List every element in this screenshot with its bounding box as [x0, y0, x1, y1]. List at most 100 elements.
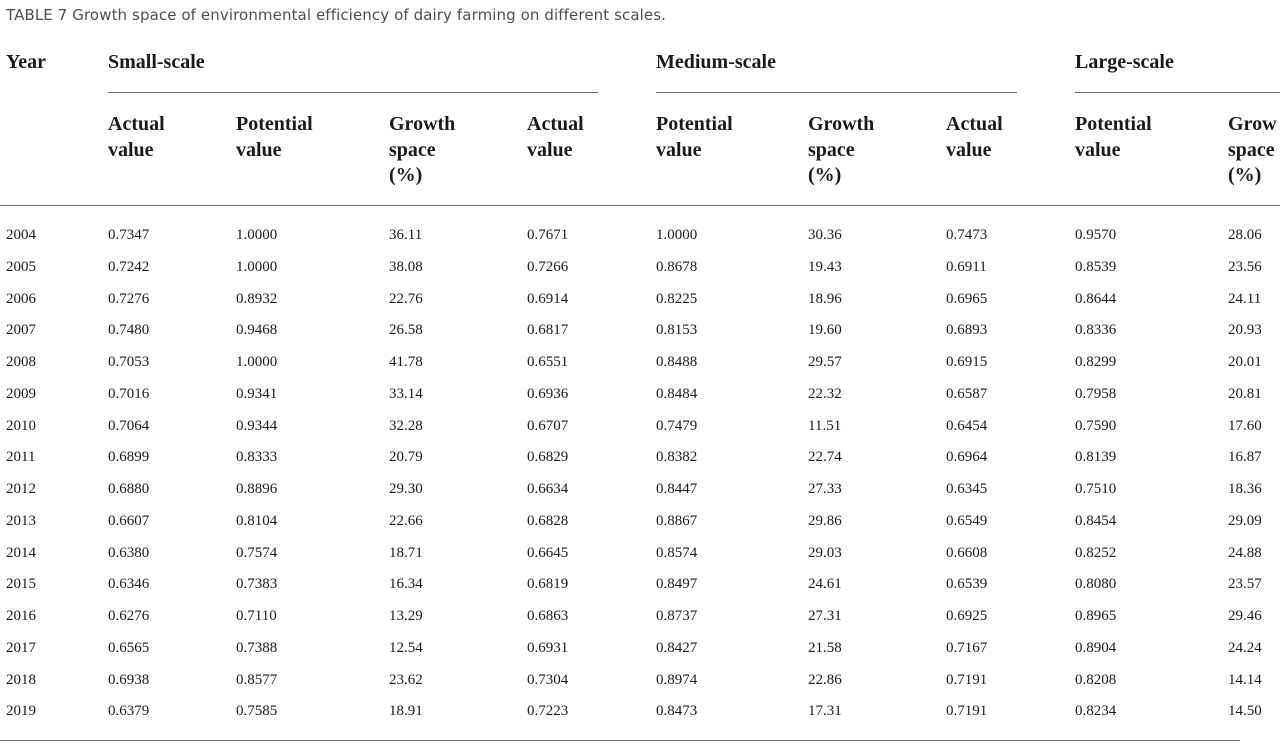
cell-actual-value: 0.6707	[527, 417, 569, 434]
cell-potential-value: 0.9344	[236, 417, 278, 434]
cell-potential-value: 0.8644	[1075, 290, 1117, 307]
table-row: 2009 0.7016 0.9341 33.14 0.6936 0.8484 22.32 0.…	[0, 386, 1280, 406]
cell-growth-space: 22.74	[808, 449, 842, 466]
cell-year: 2019	[6, 703, 36, 720]
cell-potential-value: 0.8299	[1075, 354, 1117, 370]
table-row: 2012 0.6880 0.8896 29.30 0.6634 0.8447 27.33 0.…	[0, 481, 1280, 501]
cell-potential-value: 0.8427	[656, 639, 698, 656]
cell-growth-space: 29.03	[808, 544, 842, 561]
cell-growth-space: 29.46	[1228, 608, 1262, 624]
cell-potential-value: 0.8488	[656, 354, 698, 370]
subheader-potential-value: Potential value	[1075, 113, 1152, 161]
group-rule-small-scale	[108, 92, 598, 93]
cell-potential-value: 0.9468	[236, 322, 278, 339]
cell-actual-value: 0.6829	[527, 449, 569, 466]
cell-potential-value: 0.8904	[1075, 639, 1117, 656]
cell-actual-value: 0.6936	[527, 385, 569, 402]
cell-growth-space: 18.96	[808, 290, 842, 307]
cell-actual-value: 0.6914	[527, 290, 569, 307]
cell-growth-space: 28.06	[1228, 227, 1262, 243]
cell-potential-value: 0.8208	[1075, 671, 1117, 688]
cell-potential-value: 0.7110	[236, 608, 277, 624]
cell-growth-space: 29.57	[808, 354, 842, 370]
cell-actual-value: 0.6380	[108, 544, 150, 561]
cell-potential-value: 0.8574	[656, 544, 698, 561]
cell-actual-value: 0.7671	[527, 227, 569, 243]
cell-growth-space: 29.86	[808, 512, 842, 529]
cell-actual-value: 0.7053	[108, 354, 150, 370]
table-row: 2018 0.6938 0.8577 23.62 0.7304 0.8974 22.86 0.…	[0, 672, 1280, 692]
cell-growth-space: 18.71	[389, 544, 423, 561]
cell-actual-value: 0.6938	[108, 671, 150, 688]
cell-actual-value: 0.6276	[108, 608, 150, 624]
table-caption: TABLE 7 Growth space of environmental ef…	[6, 6, 667, 24]
subheader-actual-value: Actual value	[527, 113, 584, 161]
cell-growth-space: 20.79	[389, 449, 423, 466]
cell-potential-value: 0.8932	[236, 290, 278, 307]
cell-actual-value: 0.6964	[946, 449, 988, 466]
cell-growth-space: 19.43	[808, 258, 842, 275]
cell-actual-value: 0.6931	[527, 639, 569, 656]
cell-growth-space: 16.87	[1228, 449, 1262, 466]
cell-potential-value: 0.8252	[1075, 544, 1117, 561]
cell-actual-value: 0.7266	[527, 258, 569, 275]
cell-potential-value: 0.7388	[236, 639, 278, 656]
cell-growth-space: 14.50	[1228, 703, 1262, 720]
cell-potential-value: 0.7479	[656, 417, 698, 434]
cell-actual-value: 0.6549	[946, 512, 988, 529]
cell-growth-space: 12.54	[389, 639, 423, 656]
cell-actual-value: 0.6454	[946, 417, 988, 434]
cell-potential-value: 0.8974	[656, 671, 698, 688]
table-row: 2019 0.6379 0.7585 18.91 0.7223 0.8473 17.31 0.…	[0, 703, 1280, 723]
cell-actual-value: 0.7016	[108, 385, 150, 402]
cell-potential-value: 1.0000	[236, 354, 278, 370]
cell-potential-value: 0.7585	[236, 703, 278, 720]
cell-growth-space: 23.56	[1228, 258, 1262, 275]
cell-growth-space: 22.66	[389, 512, 423, 529]
cell-actual-value: 0.6817	[527, 322, 569, 339]
cell-potential-value: 0.7383	[236, 576, 278, 593]
cell-actual-value: 0.7276	[108, 290, 150, 307]
cell-growth-space: 17.60	[1228, 417, 1262, 434]
cell-year: 2016	[6, 608, 36, 624]
cell-potential-value: 0.7958	[1075, 385, 1117, 402]
cell-potential-value: 0.8225	[656, 290, 698, 307]
cell-actual-value: 0.6345	[946, 481, 988, 497]
cell-growth-space: 16.34	[389, 576, 423, 593]
cell-actual-value: 0.6863	[527, 608, 569, 624]
cell-actual-value: 0.6608	[946, 544, 988, 561]
cell-potential-value: 0.8965	[1075, 608, 1117, 624]
cell-growth-space: 26.58	[389, 322, 423, 339]
cell-actual-value: 0.6607	[108, 512, 150, 529]
cell-potential-value: 1.0000	[236, 258, 278, 275]
subheader-actual-value: Actual value	[946, 113, 1003, 161]
cell-potential-value: 0.7510	[1075, 481, 1117, 497]
cell-potential-value: 0.8336	[1075, 322, 1117, 339]
cell-actual-value: 0.6587	[946, 385, 988, 402]
cell-potential-value: 0.8382	[656, 449, 698, 466]
cell-growth-space: 20.81	[1228, 385, 1262, 402]
cell-potential-value: 0.8497	[656, 576, 698, 593]
cell-growth-space: 30.36	[808, 227, 842, 243]
table-row: 2008 0.7053 1.0000 41.78 0.6551 0.8488 29.57 0.…	[0, 354, 1280, 374]
cell-potential-value: 0.8080	[1075, 576, 1117, 593]
cell-growth-space: 13.29	[389, 608, 423, 624]
table-row: 2017 0.6565 0.7388 12.54 0.6931 0.8427 21.58 0.…	[0, 640, 1280, 660]
cell-actual-value: 0.6965	[946, 290, 988, 307]
cell-potential-value: 0.8473	[656, 703, 698, 720]
cell-actual-value: 0.6645	[527, 544, 569, 561]
cell-actual-value: 0.6828	[527, 512, 569, 529]
cell-potential-value: 0.9570	[1075, 227, 1117, 243]
cell-actual-value: 0.6346	[108, 576, 150, 593]
cell-year: 2008	[6, 354, 36, 370]
cell-growth-space: 24.24	[1228, 639, 1262, 656]
cell-year: 2013	[6, 512, 36, 529]
cell-year: 2007	[6, 322, 36, 339]
cell-year: 2014	[6, 544, 36, 561]
cell-actual-value: 0.7242	[108, 258, 150, 275]
group-rule-large-scale	[1075, 92, 1280, 93]
header-year: Year	[6, 51, 46, 73]
cell-growth-space: 33.14	[389, 385, 423, 402]
table-row: 2006 0.7276 0.8932 22.76 0.6914 0.8225 18.96 0.…	[0, 291, 1280, 311]
header-bottom-rule	[0, 205, 1280, 206]
